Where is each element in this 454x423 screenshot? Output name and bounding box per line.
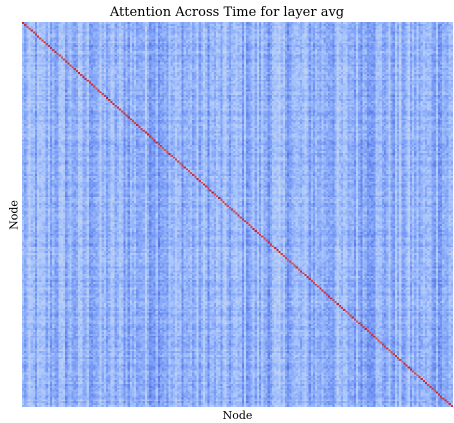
heatmap-plot-area — [22, 22, 453, 407]
chart-title: Attention Across Time for layer avg — [0, 5, 454, 20]
heatmap-svg — [22, 22, 453, 407]
